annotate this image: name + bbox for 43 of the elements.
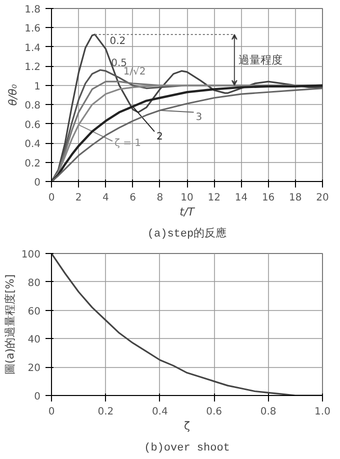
x-tick-label: 12 [208,192,220,204]
x-tick-label: 8 [156,192,164,204]
x-tick-label: 18 [289,192,302,204]
y-tick-label: 1.8 [24,4,41,16]
y-axis-title: 圖(a)的過量程度[%] [3,274,16,375]
y-axis-title: θ/θ₀ [6,84,20,106]
y-tick-label: 60 [28,306,41,318]
legend-label: 3 [196,112,202,124]
y-tick-label: 20 [28,363,41,374]
x-tick-label: 0.8 [260,406,276,418]
x-axis-title: t/T [180,206,196,218]
x-tick-label: 10 [180,192,194,204]
x-tick-label: 6 [130,192,136,204]
x-tick-label: 4 [102,192,109,204]
x-tick-label: 20 [316,192,329,204]
x-tick-label: 2 [75,192,82,204]
y-tick-label: 0.6 [24,120,41,131]
y-tick-label: 0.8 [24,100,41,112]
x-tick-label: 16 [262,192,275,204]
y-tick-label: 0 [34,178,41,188]
y-tick-label: 1.4 [24,42,41,54]
y-tick-label: 0.2 [24,158,41,170]
x-tick-label: 1.0 [314,406,330,418]
annotation: 過量程度 [238,53,282,66]
y-tick-label: 0.4 [24,139,41,150]
y-tick-label: 1.6 [24,24,41,35]
text: 2 [156,131,163,142]
series-label: 0.2 [110,36,126,48]
y-tick-label: 1 [34,81,41,92]
x-tick-label: 0 [48,192,55,204]
x-axis-title: ζ [184,420,190,432]
y-tick-label: 100 [21,250,41,260]
y-tick-label: 1.2 [24,62,41,74]
x-tick-label: 0.4 [152,406,168,418]
y-tick-label: 80 [28,278,41,289]
x-tick-label: 0.6 [206,406,222,418]
x-tick-label: 14 [234,192,248,204]
x-tick-label: 0.2 [98,406,114,418]
y-tick-label: 40 [28,334,41,346]
text: (a)step的反應 [147,226,227,240]
y-tick-label: 0 [34,392,41,402]
x-tick-label: 0 [48,406,55,418]
text: (b)over shoot [144,442,230,454]
